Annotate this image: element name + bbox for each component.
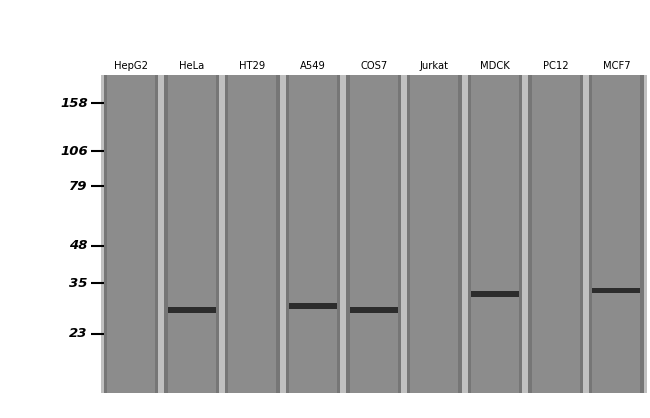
Bar [164, 75, 219, 393]
Bar [168, 307, 216, 313]
Text: COS7: COS7 [360, 61, 387, 71]
Bar [104, 75, 159, 393]
Text: 48: 48 [70, 239, 88, 252]
Bar [592, 288, 640, 293]
Bar [286, 75, 341, 393]
Bar [580, 75, 583, 393]
Bar [398, 75, 401, 393]
Text: MDCK: MDCK [480, 61, 510, 71]
Bar [589, 75, 644, 393]
Bar [346, 75, 401, 393]
Text: Jurkat: Jurkat [420, 61, 449, 71]
Bar [276, 75, 280, 393]
Bar [350, 307, 398, 313]
Bar [528, 75, 583, 393]
Bar [164, 75, 168, 393]
Bar [101, 75, 647, 393]
Text: MCF7: MCF7 [603, 61, 630, 71]
Bar [468, 75, 471, 393]
Bar [528, 75, 532, 393]
Text: 23: 23 [70, 327, 88, 340]
Text: 106: 106 [60, 145, 88, 158]
Bar [216, 75, 219, 393]
Text: A549: A549 [300, 61, 326, 71]
Bar [458, 75, 462, 393]
Bar [407, 75, 410, 393]
Text: PC12: PC12 [543, 61, 569, 71]
Bar [519, 75, 523, 393]
Text: HT29: HT29 [239, 61, 266, 71]
Bar [589, 75, 592, 393]
Text: HeLa: HeLa [179, 61, 204, 71]
Bar [225, 75, 228, 393]
Bar [407, 75, 461, 393]
Text: 158: 158 [60, 97, 88, 110]
Bar [640, 75, 644, 393]
Bar [346, 75, 350, 393]
Text: HepG2: HepG2 [114, 61, 148, 71]
Text: 79: 79 [70, 180, 88, 193]
Bar [468, 75, 523, 393]
Text: 35: 35 [70, 277, 88, 290]
Bar [471, 291, 519, 297]
Bar [104, 75, 107, 393]
Bar [225, 75, 280, 393]
Bar [289, 303, 337, 308]
Bar [337, 75, 341, 393]
Bar [286, 75, 289, 393]
Bar [155, 75, 159, 393]
